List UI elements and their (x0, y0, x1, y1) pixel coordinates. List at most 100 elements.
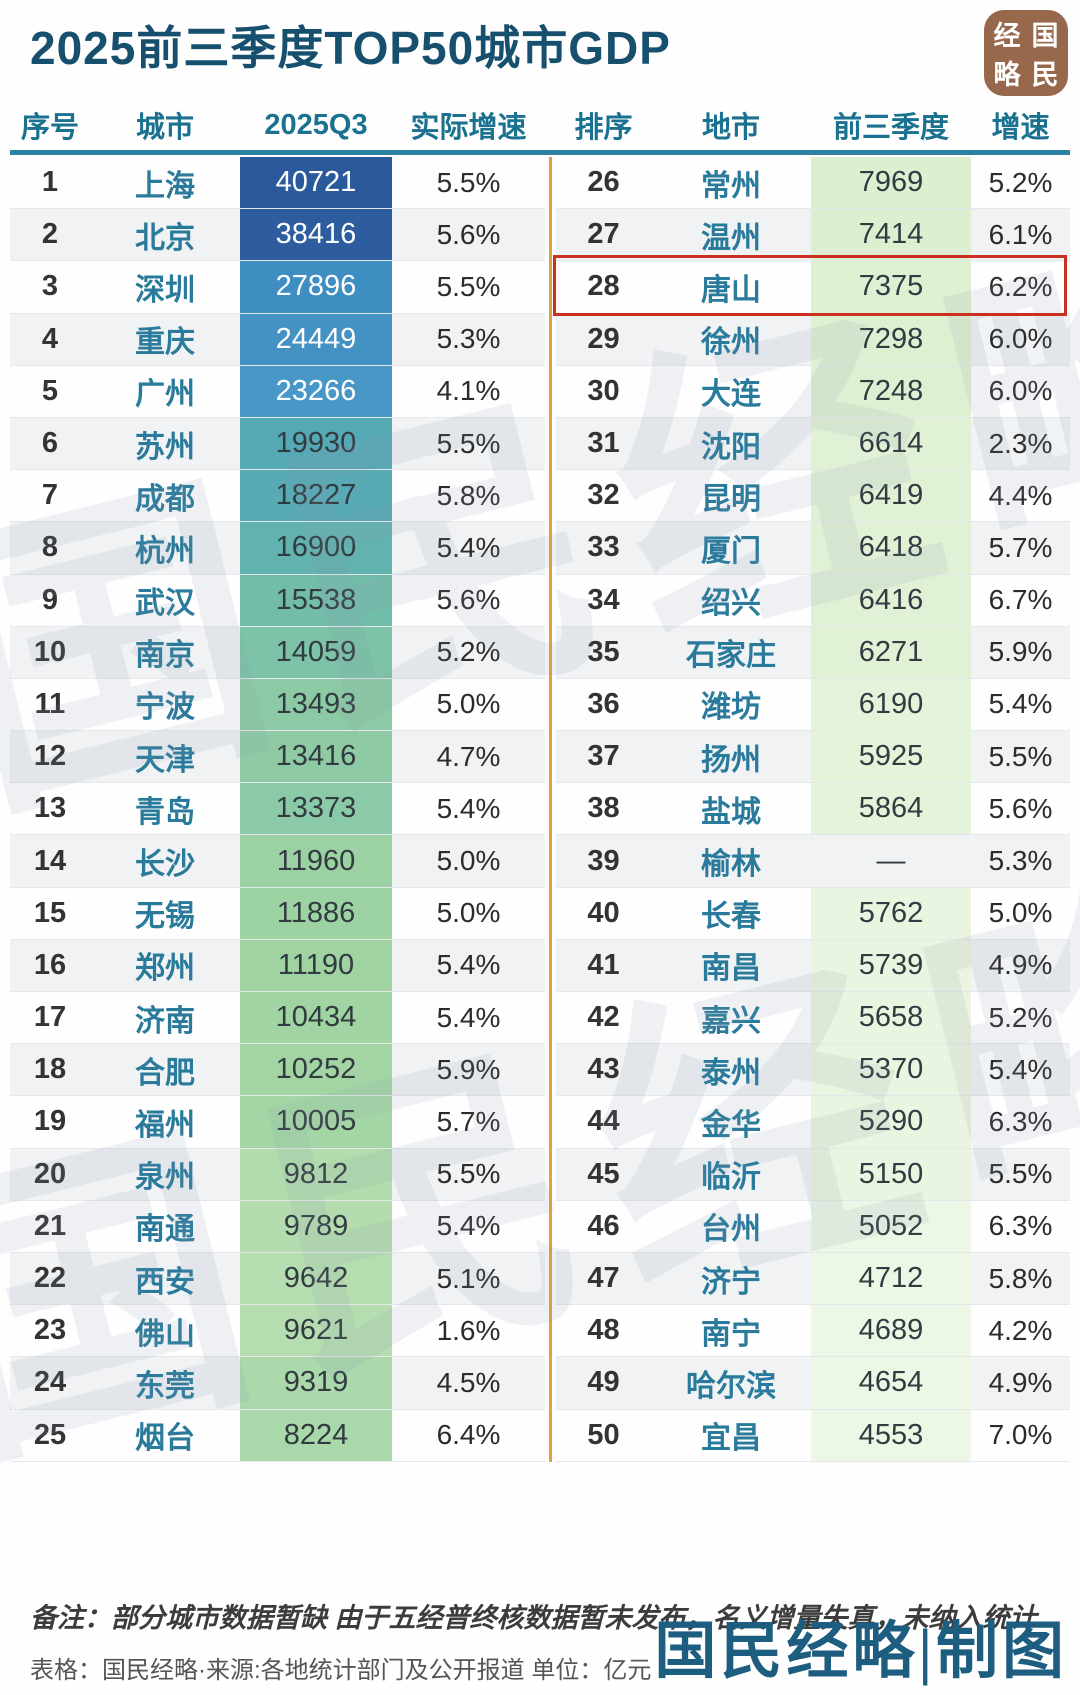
city-cell: 沈阳 (701, 430, 761, 464)
right-table-headers: 排序 地市 前三季度 增速 (556, 102, 1070, 148)
city-cell: 宁波 (135, 691, 195, 725)
city-cell: 盐城 (701, 795, 761, 829)
city-cell: 大连 (701, 378, 761, 412)
header-city: 城市 (135, 112, 194, 144)
brand-logo: 经 国 略 民 (984, 10, 1068, 96)
growth-cell: 5.3% (988, 845, 1053, 877)
rank-cell: 17 (33, 1001, 67, 1034)
table-row: 42 嘉兴 5658 5.2% (556, 992, 1070, 1045)
growth-cell: 5.4% (436, 792, 501, 824)
table-row: 22 西安 9642 5.1% (10, 1252, 545, 1306)
table-row: 24 东莞 9319 4.5% (10, 1357, 545, 1410)
header-divider-line (10, 150, 1070, 155)
table-row: 39 榆林 — 5.3% (556, 835, 1070, 888)
city-cell: 苏州 (135, 430, 195, 464)
growth-cell: 5.4% (988, 1053, 1053, 1085)
growth-cell: 6.4% (436, 1419, 501, 1451)
rank-cell: 24 (33, 1366, 67, 1399)
value-cell: 38416 (240, 209, 392, 261)
value-cell: 9812 (240, 1148, 392, 1200)
header-rank: 排序 (574, 112, 633, 144)
rank-cell: 13 (33, 792, 67, 825)
rank-cell: 20 (33, 1157, 67, 1190)
growth-cell: 5.4% (988, 688, 1053, 720)
right-table: 26 常州 7969 5.2% 27 温州 7414 6.1% 28 唐山 7375 6.2% 29 徐州… (556, 157, 1070, 1462)
page-title: 2025前三季度TOP50城市GDP (30, 22, 671, 74)
value-cell: 7298 (811, 313, 971, 365)
rank-cell: 27 (587, 218, 620, 251)
city-cell: 嘉兴 (701, 1004, 761, 1038)
city-cell: 武汉 (135, 587, 195, 621)
value-cell: 7969 (811, 157, 971, 209)
logo-char: 国 (1031, 21, 1059, 51)
value-cell: 15538 (240, 574, 392, 626)
city-cell: 临沂 (701, 1161, 761, 1195)
table-row: 1 上海 40721 5.5% (10, 157, 545, 210)
city-cell: 无锡 (135, 900, 195, 934)
value-cell: 18227 (240, 470, 392, 522)
city-cell: 福州 (135, 1108, 195, 1142)
rank-cell: 9 (41, 583, 59, 616)
value-cell: 5290 (811, 1096, 971, 1148)
table-row: 32 昆明 6419 4.4% (556, 470, 1070, 523)
value-cell: 19930 (240, 417, 392, 470)
growth-cell: 4.5% (436, 1366, 501, 1398)
city-cell: 昆明 (701, 482, 761, 516)
city-cell: 郑州 (135, 952, 195, 986)
table-row: 37 扬州 5925 5.5% (556, 731, 1070, 784)
rank-cell: 7 (41, 479, 59, 512)
value-cell: 4654 (811, 1357, 971, 1409)
city-cell: 南昌 (701, 952, 761, 986)
city-cell: 北京 (135, 221, 195, 255)
value-cell: 6419 (811, 470, 971, 522)
rank-cell: 31 (587, 427, 620, 460)
highlight-box-tangshan (553, 255, 1067, 316)
tables-container: 1 上海 40721 5.5% 2 北京 38416 5.6% 3 深圳 27896 5.5% 4 重庆 2… (10, 157, 1070, 1462)
city-cell: 杭州 (135, 534, 195, 568)
growth-cell: 5.0% (436, 897, 501, 929)
rank-cell: 2 (41, 218, 59, 251)
value-cell: 24449 (240, 313, 392, 365)
growth-cell: 5.0% (436, 688, 501, 720)
table-row: 8 杭州 16900 5.4% (10, 522, 545, 575)
table-row: 23 佛山 9621 1.6% (10, 1305, 545, 1358)
rank-cell: 44 (587, 1105, 620, 1138)
city-cell: 宜昌 (701, 1422, 761, 1456)
table-row: 10 南京 14059 5.2% (10, 626, 545, 679)
growth-cell: 6.0% (988, 323, 1053, 355)
value-cell: 13373 (240, 783, 392, 835)
left-table-headers: 序号 城市 2025Q3 实际增速 (10, 102, 545, 148)
city-cell: 长春 (701, 900, 761, 934)
value-cell: 23266 (240, 365, 392, 417)
rank-cell: 30 (587, 374, 620, 407)
footer-credit: 国民经略|制图 (654, 1618, 1068, 1686)
table-row: 9 武汉 15538 5.6% (10, 574, 545, 627)
value-cell: 6418 (811, 522, 971, 574)
growth-cell: 5.4% (436, 949, 501, 981)
rank-cell: 14 (33, 844, 67, 877)
value-cell: 13416 (240, 731, 392, 783)
growth-cell: 5.6% (436, 218, 501, 250)
growth-cell: 5.6% (436, 584, 501, 616)
header-rank: 序号 (20, 112, 79, 144)
city-cell: 天津 (135, 743, 195, 777)
value-cell: 5658 (811, 992, 971, 1044)
city-cell: 深圳 (135, 273, 195, 307)
table-row: 47 济宁 4712 5.8% (556, 1252, 1070, 1306)
footer-note: 备注：部分城市数据暂缺 由于五经普终核数据暂未发布，名义增量失真，未纳入统计 (30, 1603, 1037, 1633)
growth-cell: 5.5% (988, 740, 1053, 772)
growth-cell: 5.3% (436, 323, 501, 355)
table-row: 7 成都 18227 5.8% (10, 470, 545, 523)
table-header-row: 序号 城市 2025Q3 实际增速 排序 地市 前三季度 增速 (10, 102, 1070, 148)
footer-source: 表格：国民经略·来源:各地统计部门及公开报道 单位：亿元 (30, 1657, 652, 1684)
rank-cell: 33 (587, 531, 620, 564)
growth-cell: 5.5% (436, 427, 501, 459)
table-row: 50 宜昌 4553 7.0% (556, 1409, 1070, 1462)
rank-cell: 18 (33, 1053, 67, 1086)
value-cell: 14059 (240, 626, 392, 678)
rank-cell: 32 (587, 479, 620, 512)
rank-cell: 21 (33, 1209, 67, 1242)
rank-cell: 16 (33, 948, 67, 981)
city-cell: 济宁 (701, 1265, 761, 1299)
table-row: 34 绍兴 6416 6.7% (556, 574, 1070, 627)
